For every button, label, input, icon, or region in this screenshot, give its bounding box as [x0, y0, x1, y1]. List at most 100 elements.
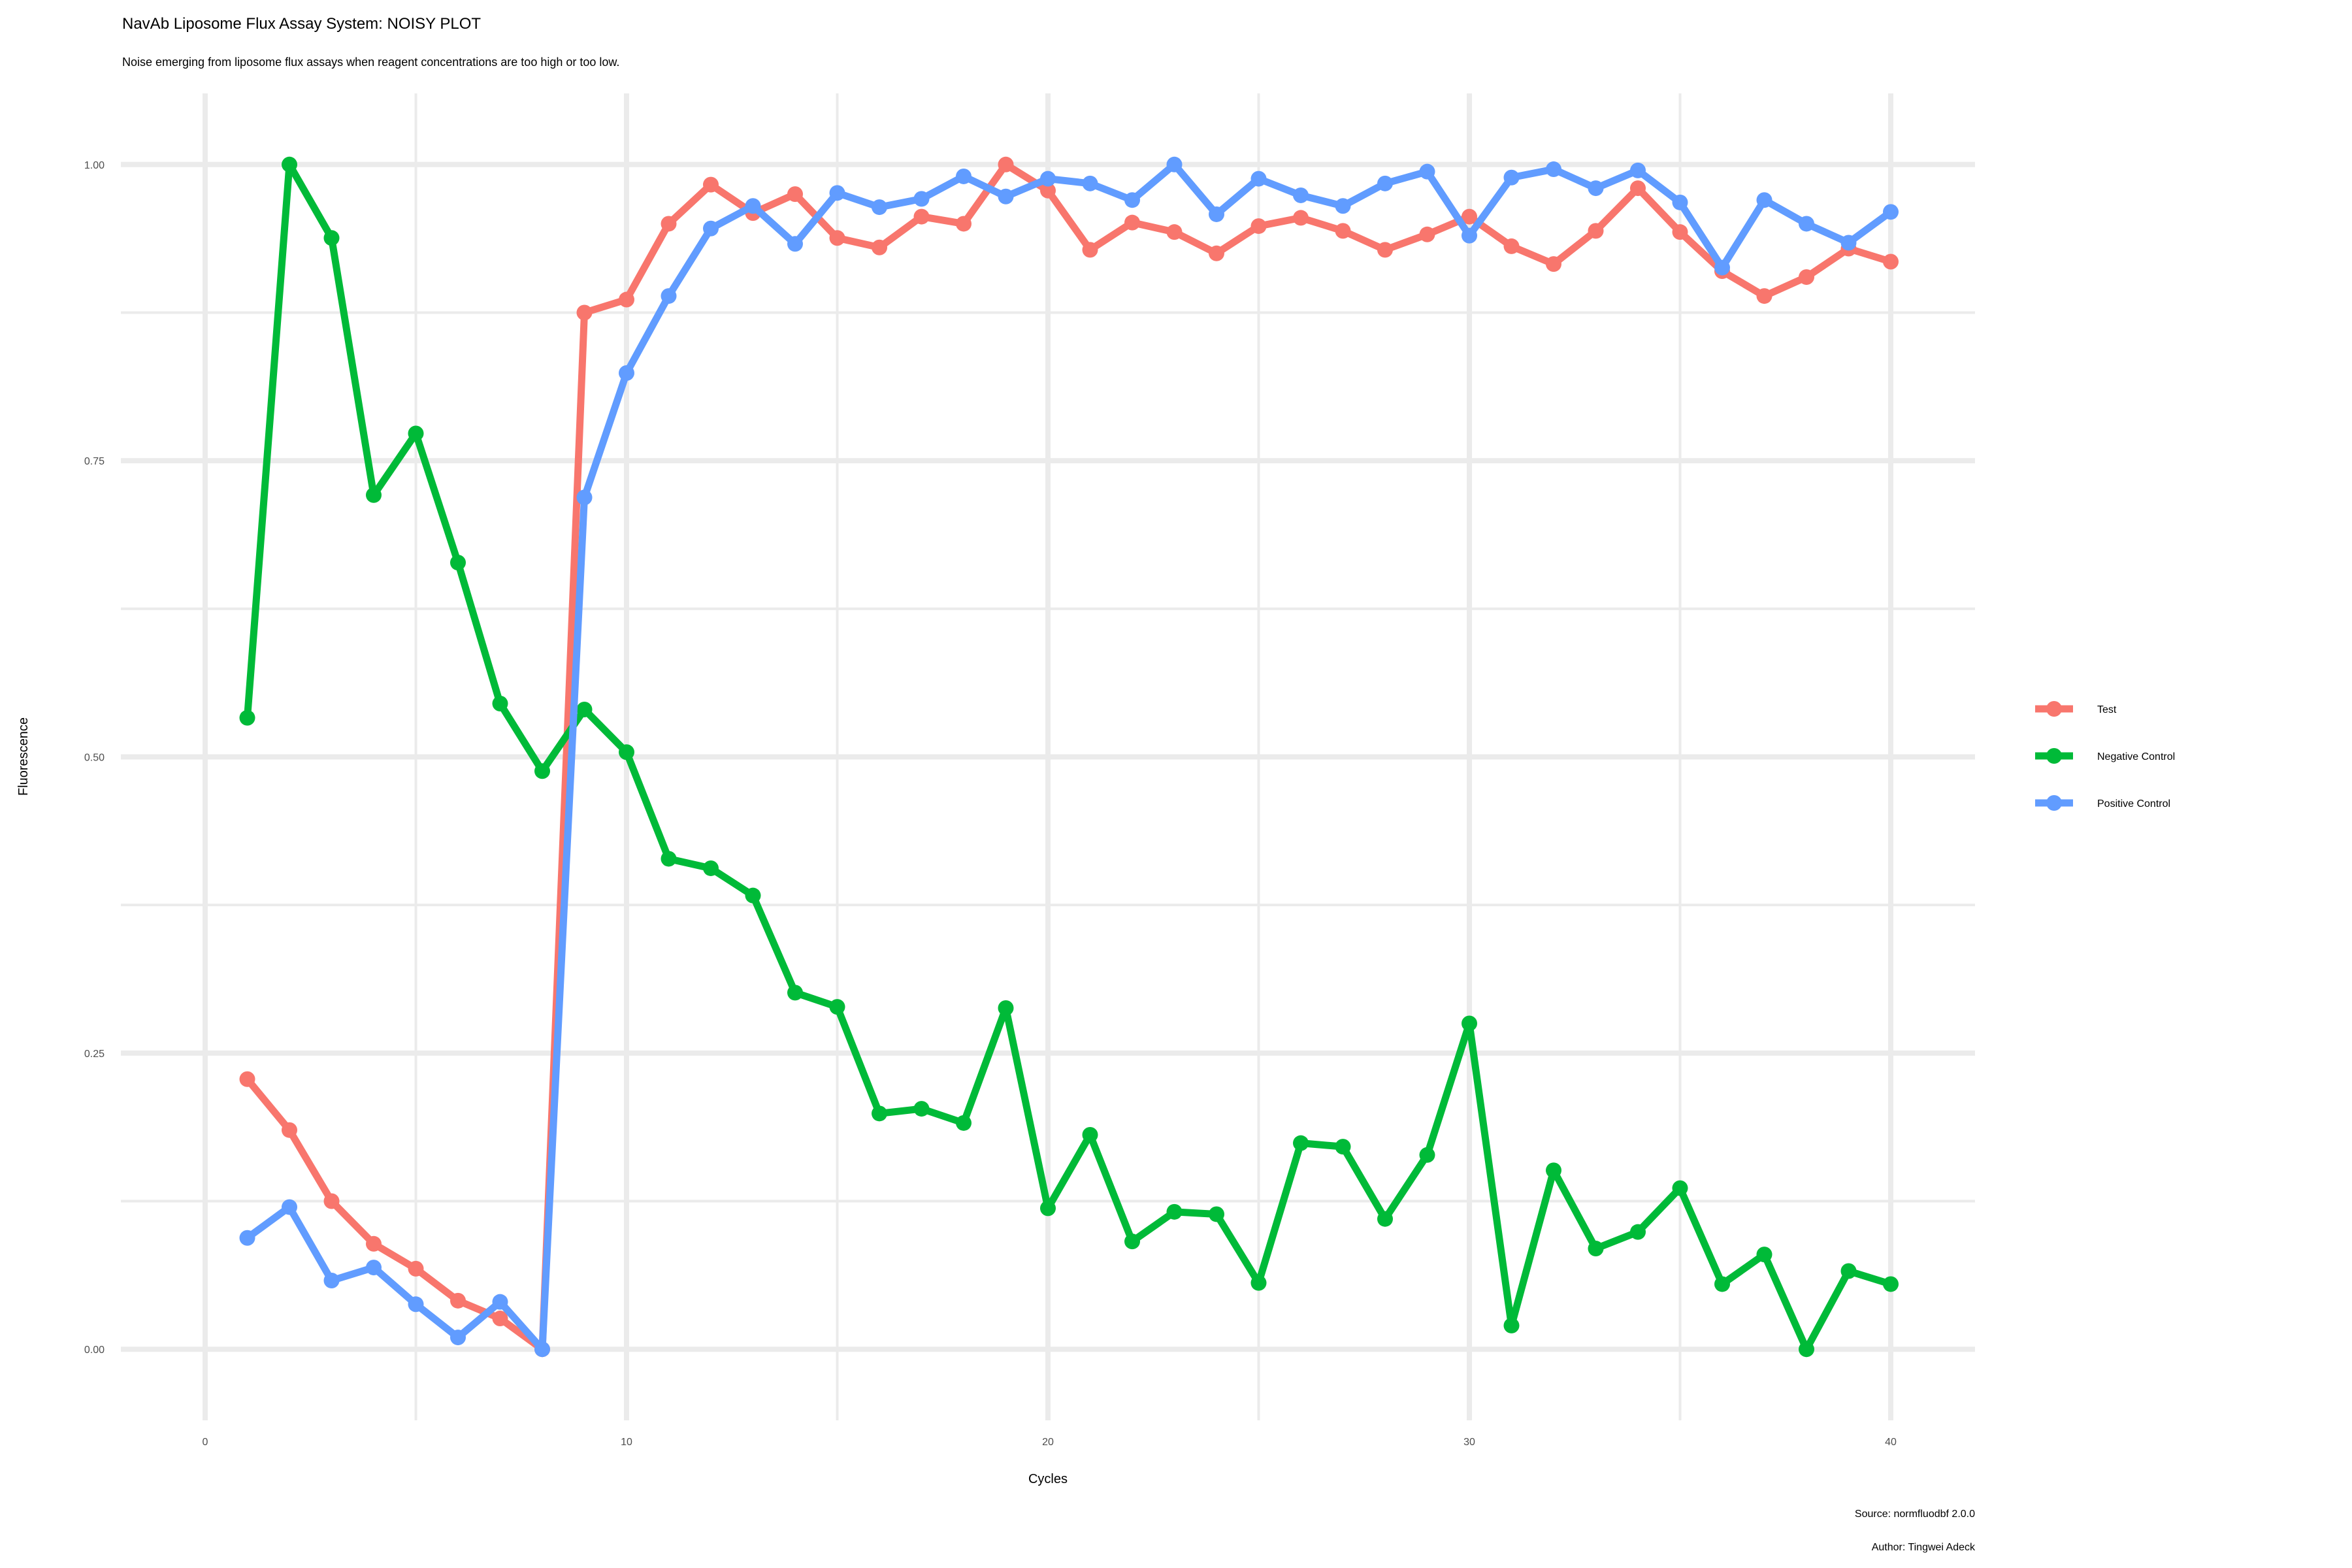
data-point	[239, 1230, 255, 1246]
data-point	[1672, 224, 1688, 240]
series-line	[245, 161, 1893, 1353]
data-point	[1799, 1341, 1814, 1358]
data-point	[1250, 171, 1267, 187]
caption-source: Source: normfluodbf 2.0.0	[1855, 1509, 1975, 1520]
data-point	[1040, 171, 1056, 187]
data-point	[1250, 218, 1267, 235]
data-point	[661, 851, 677, 867]
grid	[121, 93, 1975, 1420]
data-point	[492, 1311, 508, 1327]
series-positive-control	[239, 156, 1899, 1358]
legend-key-point	[2046, 748, 2062, 764]
data-point	[1503, 1317, 1520, 1333]
data-point	[576, 304, 593, 321]
data-point	[492, 1294, 508, 1310]
data-point	[408, 1296, 424, 1313]
chart-subtitle: Noise emerging from liposome flux assays…	[122, 56, 619, 69]
data-point	[1588, 1241, 1604, 1257]
legend-item: Positive Control	[2035, 795, 2170, 811]
x-tick-label: 40	[1885, 1437, 1897, 1448]
data-point	[1799, 216, 1814, 232]
data-point	[1293, 210, 1309, 226]
data-point	[1040, 182, 1056, 199]
data-point	[1462, 1015, 1477, 1032]
data-point	[913, 208, 930, 225]
x-tick-label: 30	[1463, 1437, 1475, 1448]
data-point	[998, 156, 1014, 172]
data-point	[1799, 269, 1814, 286]
data-point	[872, 1105, 887, 1122]
data-point	[956, 216, 972, 232]
data-point	[1462, 208, 1477, 225]
data-point	[1377, 1211, 1393, 1227]
data-point	[787, 985, 803, 1001]
data-point	[1462, 227, 1477, 244]
data-point	[872, 239, 887, 255]
legend-item: Test	[2035, 701, 2117, 717]
data-point	[619, 291, 634, 308]
data-point	[1250, 1275, 1267, 1291]
data-point	[703, 860, 719, 876]
data-point	[1335, 1139, 1351, 1155]
caption-author: Author: Tingwei Adeck	[1872, 1542, 1976, 1553]
data-point	[1419, 163, 1435, 180]
x-tick-label: 10	[621, 1437, 632, 1448]
data-point	[1883, 1276, 1899, 1292]
data-point	[1419, 1147, 1435, 1163]
data-point	[1756, 1247, 1772, 1263]
data-point	[408, 425, 424, 442]
data-point	[239, 1071, 255, 1087]
data-point	[1630, 180, 1646, 197]
data-point	[913, 1101, 930, 1117]
legend-label: Negative Control	[2097, 751, 2175, 762]
data-point	[1840, 1263, 1857, 1279]
series-negative-control	[239, 156, 1899, 1358]
data-point	[1546, 256, 1561, 272]
data-point	[1335, 223, 1351, 239]
data-point	[1124, 214, 1140, 231]
data-point	[323, 1193, 340, 1209]
y-tick-label: 1.00	[84, 160, 105, 171]
data-point	[998, 188, 1014, 204]
y-axis-ticks: 0.00 0.25 0.50 0.75 1.00	[84, 160, 105, 1356]
data-point	[1293, 1135, 1309, 1151]
data-point	[450, 555, 466, 571]
data-point	[1672, 1180, 1688, 1196]
data-point	[1630, 162, 1646, 178]
series-line	[244, 161, 1892, 1353]
legend-item: Negative Control	[2035, 748, 2175, 764]
data-point	[1166, 224, 1183, 240]
data-point	[1209, 206, 1224, 222]
data-point	[745, 198, 761, 214]
data-point	[1588, 180, 1604, 197]
data-point	[703, 220, 719, 237]
data-point	[1840, 235, 1857, 251]
x-tick-label: 20	[1042, 1437, 1054, 1448]
data-point	[619, 365, 634, 381]
data-point	[1124, 1233, 1140, 1250]
data-point	[282, 1122, 297, 1138]
data-point	[1756, 192, 1772, 208]
y-tick-label: 0.75	[84, 456, 105, 467]
data-point	[1503, 169, 1520, 186]
data-point	[450, 1330, 466, 1346]
data-point	[1209, 245, 1224, 261]
data-point	[366, 1235, 382, 1252]
data-point	[576, 489, 593, 506]
y-axis-title: Fluorescence	[16, 717, 31, 796]
data-point	[661, 288, 677, 304]
legend-key-point	[2046, 701, 2062, 717]
data-point	[450, 1292, 466, 1309]
data-point	[703, 176, 719, 193]
data-point	[1209, 1206, 1224, 1222]
y-tick-label: 0.50	[84, 753, 105, 764]
data-point	[1082, 1126, 1098, 1143]
data-point	[1082, 242, 1098, 258]
data-point	[239, 710, 255, 726]
data-point	[1040, 1200, 1056, 1217]
data-point	[366, 1260, 382, 1276]
data-point	[1293, 187, 1309, 203]
data-point	[534, 763, 550, 779]
series-test	[239, 156, 1899, 1358]
data-point	[745, 887, 761, 904]
